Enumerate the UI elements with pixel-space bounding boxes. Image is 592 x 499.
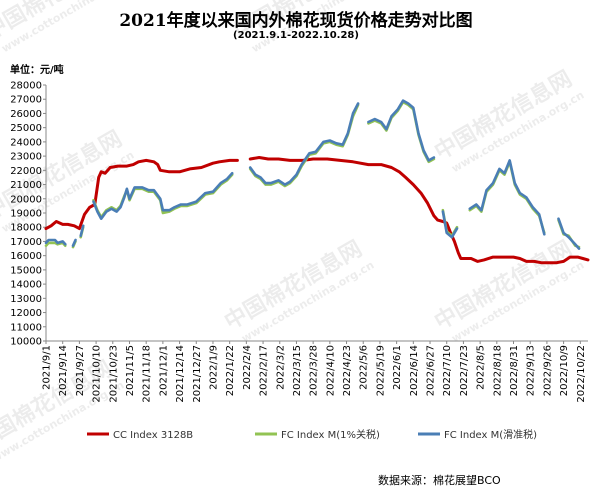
y-tick-label: 14000: [10, 280, 42, 291]
x-tick-label: 2021/9/1: [42, 345, 53, 390]
y-tick-label: 21000: [10, 180, 42, 191]
x-tick-label: 2022/8/31: [509, 345, 520, 396]
y-tick-label: 27000: [10, 95, 42, 106]
series-line-2: [468, 160, 546, 235]
x-tick-label: 2022/1/22: [225, 345, 236, 396]
x-tick-label: 2022/9/13: [526, 345, 537, 396]
series-line-3: [468, 159, 546, 236]
x-tick-label: 2022/1/9: [208, 345, 219, 390]
y-tick-label: 10000: [10, 337, 42, 348]
x-tick-label: 2021/12/1: [158, 345, 169, 396]
series-line-3: [441, 210, 459, 239]
source-label: 数据来源：棉花展望BCO: [378, 474, 501, 487]
y-tick-label: 15000: [10, 265, 42, 276]
chart-subtitle: (2021.9.1-2022.10.28): [233, 30, 359, 41]
series-line-3: [92, 171, 234, 220]
x-tick-label: 2022/8/18: [492, 345, 503, 396]
y-tick-label: 11000: [10, 322, 42, 333]
x-tick-label: 2022/5/19: [375, 345, 386, 396]
series-line-2: [44, 241, 67, 247]
x-tick-label: 2022/6/27: [426, 345, 437, 396]
x-tick-label: 2022/6/14: [409, 345, 420, 396]
series-line-3: [79, 224, 85, 238]
x-tick-label: 2022/4/23: [342, 345, 353, 396]
y-tick-label: 13000: [10, 294, 42, 305]
unit-label: 单位：元/吨: [10, 65, 64, 76]
x-tick-label: 2022/4/10: [325, 345, 336, 396]
x-tick-label: 2022/7/23: [459, 345, 470, 396]
legend-label: FC Index M(1%关税): [281, 428, 380, 441]
y-tick-label: 19000: [10, 209, 42, 220]
x-tick-label: 2022/9/26: [542, 345, 553, 396]
x-tick-label: 2022/10/22: [576, 345, 587, 403]
y-tick-label: 22000: [10, 166, 42, 177]
series-lines: [44, 99, 590, 265]
x-tick-label: 2022/10/9: [559, 345, 570, 396]
series-line-3: [248, 102, 360, 186]
y-tick-label: 17000: [10, 237, 42, 248]
series-line-1: [248, 156, 590, 265]
y-tick-label: 24000: [10, 137, 42, 148]
x-tick-label: 2021/12/27: [192, 345, 203, 403]
x-tick-label: 2021/12/14: [175, 345, 186, 403]
x-tick-label: 2022/3/2: [275, 345, 286, 390]
x-tick-label: 2022/6/1: [392, 345, 403, 390]
series-line-3: [557, 217, 581, 250]
x-tick-label: 2022/8/5: [476, 345, 487, 390]
x-tick-label: 2021/11/5: [125, 345, 136, 396]
series-line-1: [44, 158, 239, 231]
x-tick-label: 2022/3/15: [292, 345, 303, 396]
y-tick-label: 26000: [10, 109, 42, 120]
x-tick-label: 2021/10/23: [108, 345, 119, 403]
x-tick-label: 2022/5/6: [359, 345, 370, 390]
x-tick-label: 2021/9/27: [75, 345, 86, 396]
axes: 10000 11000 12000 13000 14000 15000 16000 17000…: [10, 81, 588, 403]
x-tick-label: 2022/2/4: [242, 345, 253, 390]
x-tick-label: 2021/9/14: [58, 345, 69, 396]
legend: CC Index 3128B FC Index M(1%关税) FC Index M…: [87, 428, 537, 441]
legend-label: CC Index 3128B: [113, 430, 193, 441]
y-tick-label: 25000: [10, 123, 42, 134]
series-line-3: [44, 238, 67, 246]
x-tick-label: 2021/11/18: [142, 345, 153, 403]
chart-title: 2021年度以来国内外棉花现货价格走势对比图: [119, 11, 473, 31]
x-tick-label: 2022/2/17: [259, 345, 270, 396]
x-tick-label: 2022/3/28: [309, 345, 320, 396]
x-tick-label: 2022/7/10: [442, 345, 453, 396]
y-tick-label: 23000: [10, 152, 42, 163]
series-line-3: [71, 238, 77, 247]
y-tick-label: 18000: [10, 223, 42, 234]
y-tick-label: 16000: [10, 251, 42, 262]
legend-label: FC Index M(滑准税): [444, 428, 537, 441]
series-line-3: [367, 99, 436, 162]
y-tick-label: 20000: [10, 194, 42, 205]
x-tick-label: 2021/10/10: [92, 345, 103, 403]
y-tick-label: 28000: [10, 81, 42, 92]
y-tick-label: 12000: [10, 308, 42, 319]
